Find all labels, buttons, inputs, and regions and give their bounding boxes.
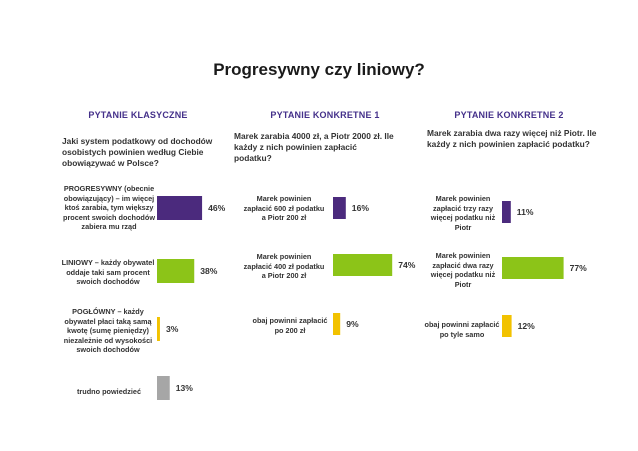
- bar-1-0: [333, 197, 346, 219]
- category-label-c1-200: obaj powinni zapłacić po 200 zł: [252, 316, 328, 335]
- category-label-c2-three-times: Marek powinien zapłacić trzy razy więcej…: [430, 194, 496, 232]
- category-label-c2-two-times: Marek powinien zapłacić dwa razy więcej …: [430, 251, 496, 289]
- question-classic: Jaki system podatkowy od dochodów osobis…: [62, 136, 213, 168]
- category-label-linear: LINIOWY – każdy obywatel oddaje taki sam…: [61, 258, 155, 287]
- category-label-c2-same: obaj powinni zapłacić po tyle samo: [424, 320, 500, 339]
- bar-value-label-1-1: 74%: [398, 260, 416, 270]
- bar-1-1: [333, 254, 393, 276]
- bar-0-0: [157, 196, 203, 220]
- bar-2-1: [502, 257, 564, 279]
- column-header-concrete-2: PYTANIE KONKRETNE 2: [454, 110, 564, 120]
- bar-value-label-0-1: 38%: [200, 266, 218, 276]
- bar-0-3: [157, 376, 170, 400]
- bar-value-label-1-0: 16%: [352, 203, 370, 213]
- column-header-concrete-1: PYTANIE KONKRETNE 1: [270, 110, 380, 120]
- category-label-dont-know: trudno powiedzieć: [76, 387, 142, 396]
- page-title: Progresywny czy liniowy?: [213, 60, 425, 79]
- bar-0-1: [157, 259, 195, 283]
- column-header-classic: PYTANIE KLASYCZNE: [88, 110, 188, 120]
- bar-2-2: [502, 315, 512, 337]
- question-concrete-2: Marek zarabia dwa razy więcej niż Piotr.…: [427, 128, 597, 149]
- question-concrete-1: Marek zarabia 4000 zł, a Piotr 2000 zł. …: [234, 131, 394, 163]
- bar-value-label-0-0: 46%: [208, 203, 226, 213]
- bar-value-label-2-1: 77%: [570, 263, 588, 273]
- bar-value-label-0-3: 13%: [176, 383, 194, 393]
- category-label-c1-600: Marek powinien zapłacić 600 zł podatku a…: [243, 194, 325, 223]
- bar-value-label-0-2: 3%: [166, 324, 179, 334]
- bar-0-2: [157, 317, 160, 341]
- bar-2-0: [502, 201, 511, 223]
- category-label-c1-400: Marek powinien zapłacić 400 zł podatku a…: [243, 252, 325, 281]
- bar-value-label-2-2: 12%: [518, 321, 536, 331]
- bar-value-label-1-2: 9%: [346, 319, 359, 329]
- category-label-poll: POGŁÓWNY – każdy obywatel płaci taką sam…: [63, 307, 153, 355]
- bar-1-2: [333, 313, 341, 335]
- category-label-progressive: PROGRESYWNY (obecnie obowiązujący) – im …: [62, 184, 156, 232]
- bar-value-label-2-0: 11%: [517, 207, 534, 217]
